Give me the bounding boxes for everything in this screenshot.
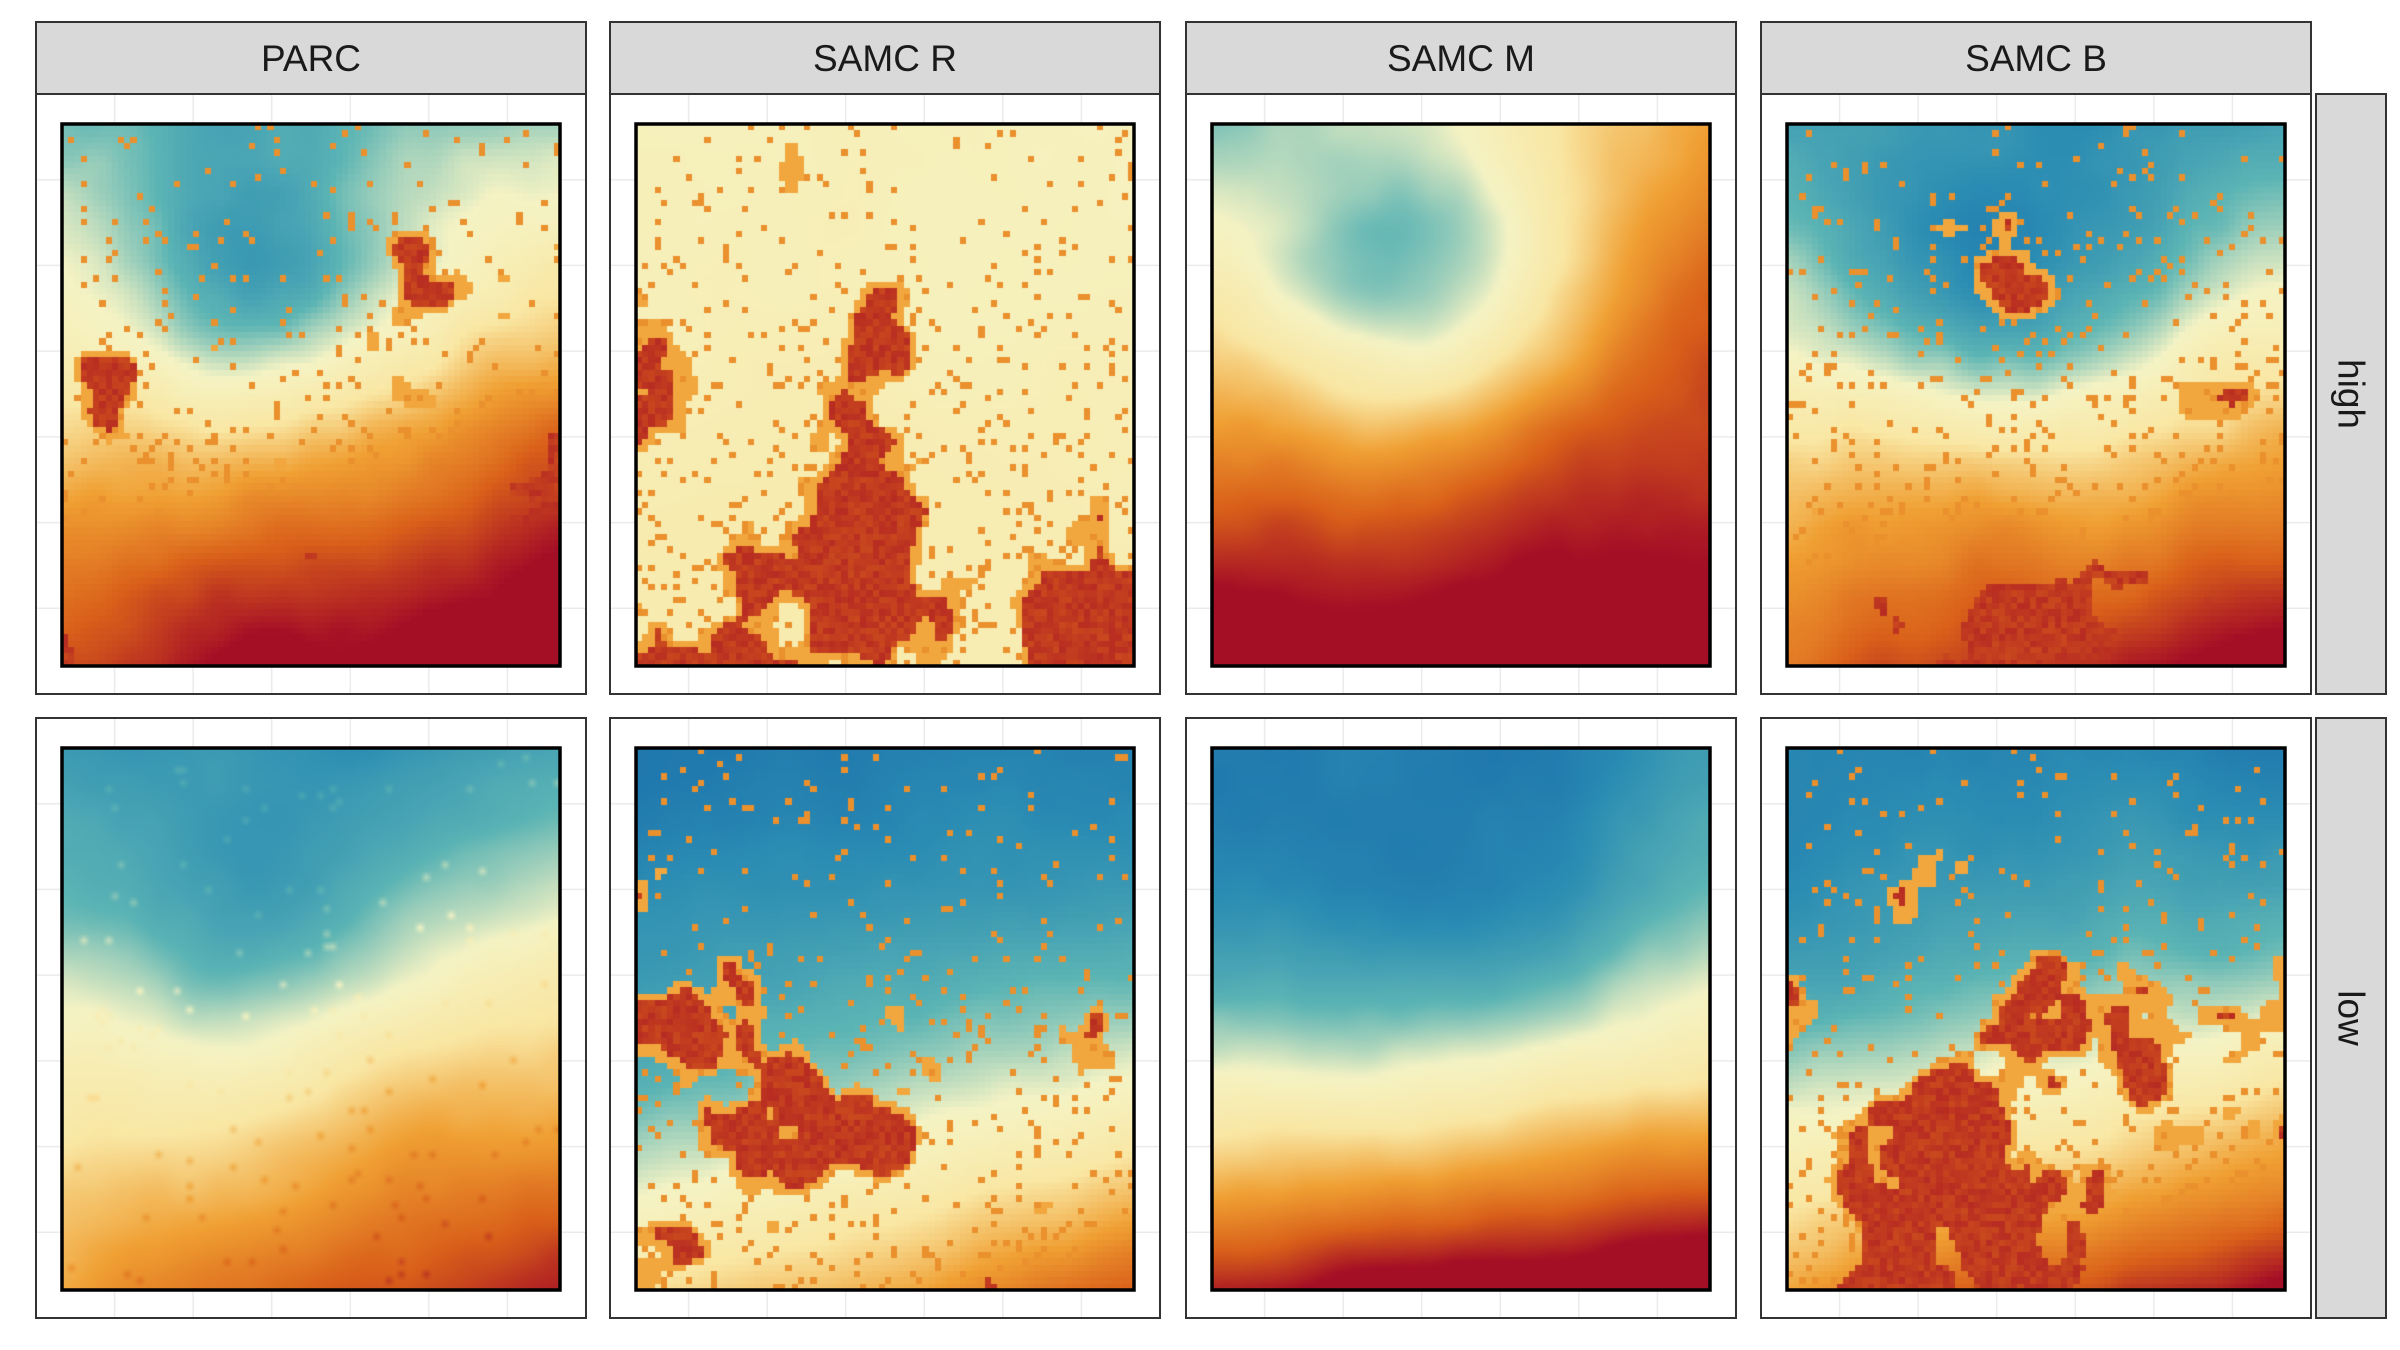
- panel-samc-r-high: [609, 93, 1161, 695]
- column-strips: PARC SAMC R SAMC M SAMC B: [35, 21, 2312, 95]
- strip-background: [2315, 93, 2387, 695]
- strip-background: [2315, 717, 2387, 1319]
- raster-frame: [1210, 122, 1712, 668]
- strip-label: SAMC B: [1965, 38, 2107, 79]
- raster-frame: [1785, 122, 2287, 668]
- panel-parc-low: [35, 717, 587, 1319]
- strip-label: SAMC R: [813, 38, 957, 79]
- raster-map: [1787, 124, 2285, 666]
- strip-background: [1760, 21, 2312, 95]
- strip-samc-b: SAMC B: [1760, 21, 2312, 95]
- strip-background: [609, 21, 1161, 95]
- strip-high: high: [2315, 93, 2387, 695]
- strip-background: [35, 21, 587, 95]
- panel-samc-m-low: [1185, 717, 1737, 1319]
- raster-map: [62, 748, 560, 1290]
- strip-samc-m: SAMC M: [1185, 21, 1737, 95]
- panel-parc-high: [35, 93, 587, 695]
- panel-samc-r-low: [609, 717, 1161, 1319]
- raster-map: [62, 124, 560, 666]
- raster-frame: [60, 122, 562, 668]
- raster-map: [636, 748, 1134, 1290]
- strip-label: SAMC M: [1387, 38, 1535, 79]
- raster-frame: [1210, 746, 1712, 1292]
- strip-label: high: [2331, 359, 2372, 429]
- row-strips: high low: [2315, 93, 2387, 1319]
- raster-map: [636, 124, 1134, 666]
- raster-frame: [634, 122, 1136, 668]
- strip-samc-r: SAMC R: [609, 21, 1161, 95]
- raster-frame: [60, 746, 562, 1292]
- panels: [35, 93, 2312, 1319]
- raster-frame: [634, 746, 1136, 1292]
- panel-samc-b-high: [1760, 93, 2312, 695]
- raster-frame: [1785, 746, 2287, 1292]
- panel-samc-b-low: [1760, 717, 2312, 1319]
- raster-map: [1787, 748, 2285, 1290]
- strip-low: low: [2315, 717, 2387, 1319]
- strip-label: PARC: [261, 38, 361, 79]
- raster-map: [1212, 124, 1710, 666]
- strip-label: low: [2331, 990, 2372, 1046]
- raster-map: [1212, 748, 1710, 1290]
- panel-samc-m-high: [1185, 93, 1737, 695]
- strip-background: [1185, 21, 1737, 95]
- strip-parc: PARC: [35, 21, 587, 95]
